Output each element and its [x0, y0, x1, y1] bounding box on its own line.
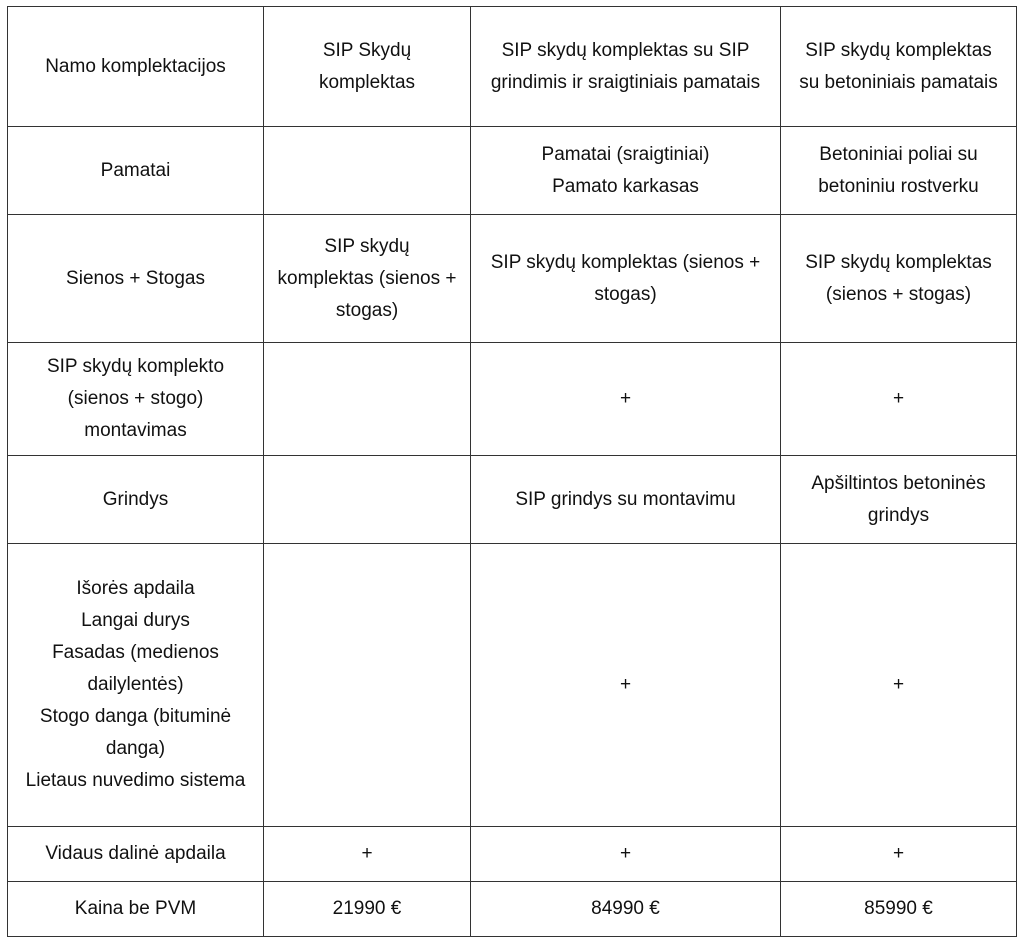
- cell-text: Langai durys: [81, 610, 190, 631]
- table-row: Pamatai Pamatai (sraigtiniai) Pamato karka…: [7, 126, 1017, 215]
- cell-text: SIP skydų komplektas (sienos + stogas): [490, 251, 761, 305]
- cell-text: Fasadas (medienos dailylentės): [52, 642, 219, 695]
- table-row: Išorės apdaila Langai durys Fasadas (medie…: [7, 543, 1017, 827]
- table-cell: +: [470, 342, 781, 456]
- table-cell: 84990 €: [470, 881, 781, 937]
- cell-text: Kaina be PVM: [74, 898, 197, 919]
- cell-text: Pamatai (sraigtiniai): [541, 143, 710, 165]
- cell-text: Grindys: [102, 488, 169, 510]
- cell-text: Pamatai: [100, 159, 171, 181]
- table-cell: +: [780, 826, 1017, 882]
- table-cell: [263, 126, 471, 215]
- cell-text: SIP skydų komplektas (sienos + stogas): [805, 251, 992, 305]
- cell-text: +: [619, 388, 632, 409]
- cell-text: Betoniniai poliai su betoniniu rostverku: [818, 143, 979, 197]
- table-row: Grindys SIP grindys su montavimu Apšiltint…: [7, 455, 1017, 544]
- cell-text: +: [619, 674, 632, 695]
- row-label: SIP skydų komplekto (sienos + stogo) mon…: [7, 342, 264, 456]
- cell-text: Stogo danga (bituminė danga): [39, 706, 232, 759]
- header-cell: Namo komplektacijos: [7, 6, 264, 127]
- header-cell: SIP skydų komplektas su SIP grindimis ir…: [470, 6, 781, 127]
- table-cell: 85990 €: [780, 881, 1017, 937]
- cell-text: Pamato karkasas: [552, 175, 699, 197]
- row-label: Išorės apdaila Langai durys Fasadas (medie…: [7, 543, 264, 827]
- table-cell: 21990 €: [263, 881, 471, 937]
- cell-text: SIP grindys su montavimu: [515, 488, 736, 510]
- comparison-table: Namo komplektacijos SIP Skydų komplektas…: [7, 6, 1017, 937]
- cell-text: Apšiltintos betoninės grindys: [811, 472, 986, 526]
- cell-text: 21990 €: [332, 898, 402, 919]
- table-cell: [263, 455, 471, 544]
- table-cell: Betoniniai poliai su betoniniu rostverku: [780, 126, 1017, 215]
- cell-text: 85990 €: [864, 898, 933, 919]
- row-label: Vidaus dalinė apdaila: [7, 826, 264, 882]
- table-cell: Pamatai (sraigtiniai) Pamato karkasas: [470, 126, 781, 215]
- row-label: Grindys: [7, 455, 264, 544]
- cell-text: SIP skydų komplekto (sienos + stogo) mon…: [46, 356, 225, 441]
- table-row: Vidaus dalinė apdaila + + +: [7, 826, 1017, 882]
- cell-text: 84990 €: [591, 898, 660, 919]
- cell-text: Sienos + Stogas: [66, 267, 205, 289]
- table-cell: +: [263, 826, 471, 882]
- table-cell: SIP skydų komplektas (sienos + stogas): [470, 214, 781, 343]
- cell-text: Išorės apdaila: [76, 578, 195, 599]
- cell-text: +: [619, 843, 632, 864]
- row-label: Kaina be PVM: [7, 881, 264, 937]
- cell-text: +: [892, 674, 905, 695]
- cell-text: Lietaus nuvedimo sistema: [25, 770, 246, 791]
- cell-text: Vidaus dalinė apdaila: [45, 843, 226, 864]
- header-row: Namo komplektacijos SIP Skydų komplektas…: [7, 6, 1017, 127]
- table-cell: +: [470, 543, 781, 827]
- cell-text: +: [892, 388, 905, 409]
- cell-text: +: [361, 843, 373, 864]
- table-cell: +: [780, 543, 1017, 827]
- table-cell: SIP skydų komplektas (sienos + stogas): [263, 214, 471, 343]
- table-row: Kaina be PVM 21990 € 84990 € 85990 €: [7, 881, 1017, 937]
- row-label: Pamatai: [7, 126, 264, 215]
- row-label: Sienos + Stogas: [7, 214, 264, 343]
- table-cell: [263, 342, 471, 456]
- table-cell: Apšiltintos betoninės grindys: [780, 455, 1017, 544]
- table-cell: [263, 543, 471, 827]
- cell-text: +: [892, 843, 905, 864]
- cell-text: SIP skydų komplektas (sienos + stogas): [277, 235, 457, 321]
- table-cell: SIP skydų komplektas (sienos + stogas): [780, 214, 1017, 343]
- table-row: Sienos + Stogas SIP skydų komplektas (sie…: [7, 214, 1017, 343]
- table-cell: +: [780, 342, 1017, 456]
- header-cell: SIP skydų komplektas su betoniniais pama…: [780, 6, 1017, 127]
- table-cell: +: [470, 826, 781, 882]
- table-cell: SIP grindys su montavimu: [470, 455, 781, 544]
- table-row: SIP skydų komplekto (sienos + stogo) mon…: [7, 342, 1017, 456]
- header-cell: SIP Skydų komplektas: [263, 6, 471, 127]
